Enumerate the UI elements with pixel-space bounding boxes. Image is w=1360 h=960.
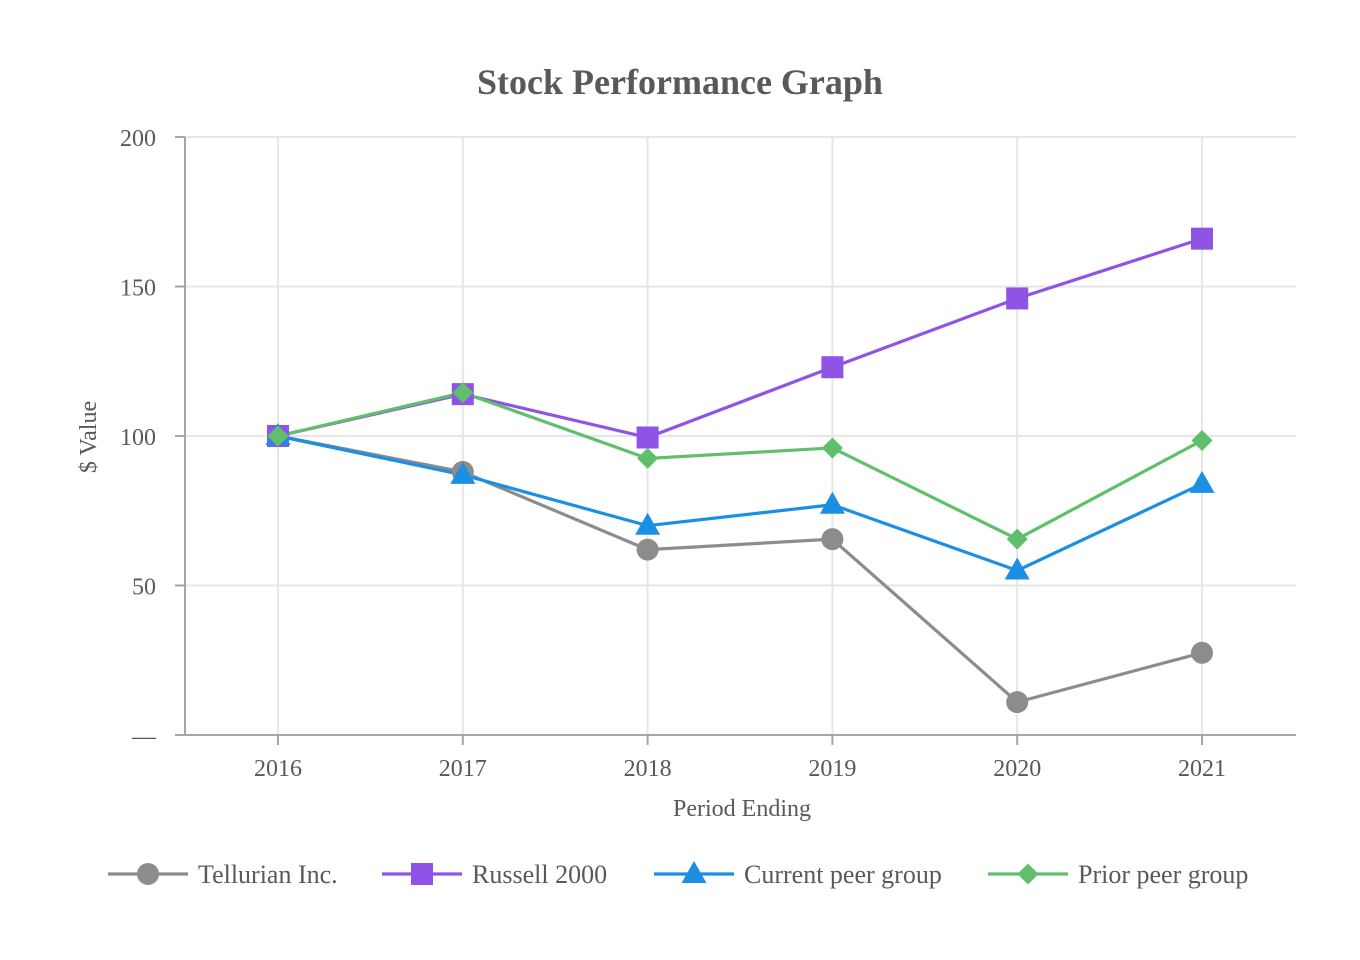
x-tick-label: 2019 bbox=[808, 756, 856, 782]
x-tick-label: 2020 bbox=[993, 756, 1041, 782]
legend-diamond-icon bbox=[1017, 863, 1039, 885]
data-point-russell-2000 bbox=[821, 356, 844, 379]
legend-label: Russell 2000 bbox=[472, 860, 607, 889]
data-point-russell-2000 bbox=[636, 426, 659, 449]
legend-square-icon bbox=[411, 863, 433, 885]
legend-item-prior-peer-group: Prior peer group bbox=[988, 860, 1248, 889]
legend: Tellurian Inc. Russell 2000 Current peer g… bbox=[108, 860, 1248, 889]
series-line-russell-2000 bbox=[277, 237, 1203, 440]
grid-layer bbox=[185, 136, 1296, 735]
x-tick-label: 2018 bbox=[624, 756, 672, 782]
data-point-prior-peer-group bbox=[1191, 429, 1213, 451]
x-axis-label: Period Ending bbox=[673, 796, 811, 822]
legend-label: Current peer group bbox=[744, 860, 942, 889]
data-point-prior-peer-group bbox=[821, 437, 843, 459]
data-point-current-peer-group bbox=[635, 512, 661, 535]
y-tick-label: 150 bbox=[120, 276, 156, 302]
data-point-current-peer-group bbox=[450, 461, 476, 484]
data-point-prior-peer-group bbox=[637, 447, 659, 469]
data-point-tellurian-inc bbox=[1006, 691, 1029, 714]
x-tick-label: 2017 bbox=[439, 756, 487, 782]
data-point-tellurian-inc bbox=[1191, 641, 1213, 664]
data-point-tellurian-inc bbox=[821, 528, 844, 551]
y-tick-label: 50 bbox=[132, 575, 156, 601]
data-point-prior-peer-group bbox=[267, 425, 289, 447]
series-line-current-peer-group bbox=[277, 434, 1203, 573]
series-line-tellurian-inc bbox=[277, 434, 1203, 704]
y-axis-label: $ Value bbox=[76, 401, 102, 473]
data-point-current-peer-group bbox=[1004, 557, 1030, 580]
chart-title: Stock Performance Graph bbox=[477, 62, 883, 102]
x-tick-label: 2021 bbox=[1178, 756, 1226, 782]
legend-label: Prior peer group bbox=[1078, 860, 1248, 889]
x-tick-label: 2016 bbox=[254, 756, 302, 782]
legend-item-current-peer-group: Current peer group bbox=[654, 860, 942, 889]
data-point-russell-2000 bbox=[1006, 287, 1029, 310]
axis-layer: — 50 100 150 200 2016 2017 2018 2019 2020 2021 bbox=[120, 126, 1296, 782]
y-tick-label: 200 bbox=[120, 126, 156, 152]
data-point-current-peer-group bbox=[819, 491, 845, 514]
series-layer bbox=[265, 227, 1215, 714]
legend-circle-icon bbox=[137, 863, 159, 885]
data-point-tellurian-inc bbox=[636, 538, 659, 561]
data-point-prior-peer-group bbox=[452, 382, 474, 404]
legend-item-russell-2000: Russell 2000 bbox=[382, 860, 607, 889]
data-point-prior-peer-group bbox=[1006, 528, 1028, 550]
legend-label: Tellurian Inc. bbox=[198, 860, 338, 889]
series-line-prior-peer-group bbox=[277, 391, 1203, 541]
y-tick-label: — bbox=[131, 724, 157, 750]
data-point-current-peer-group bbox=[1189, 470, 1215, 493]
legend-triangle-icon bbox=[681, 861, 707, 883]
y-tick-label: 100 bbox=[120, 425, 156, 451]
data-point-russell-2000 bbox=[1191, 227, 1213, 250]
legend-item-tellurian-inc: Tellurian Inc. bbox=[108, 860, 338, 889]
